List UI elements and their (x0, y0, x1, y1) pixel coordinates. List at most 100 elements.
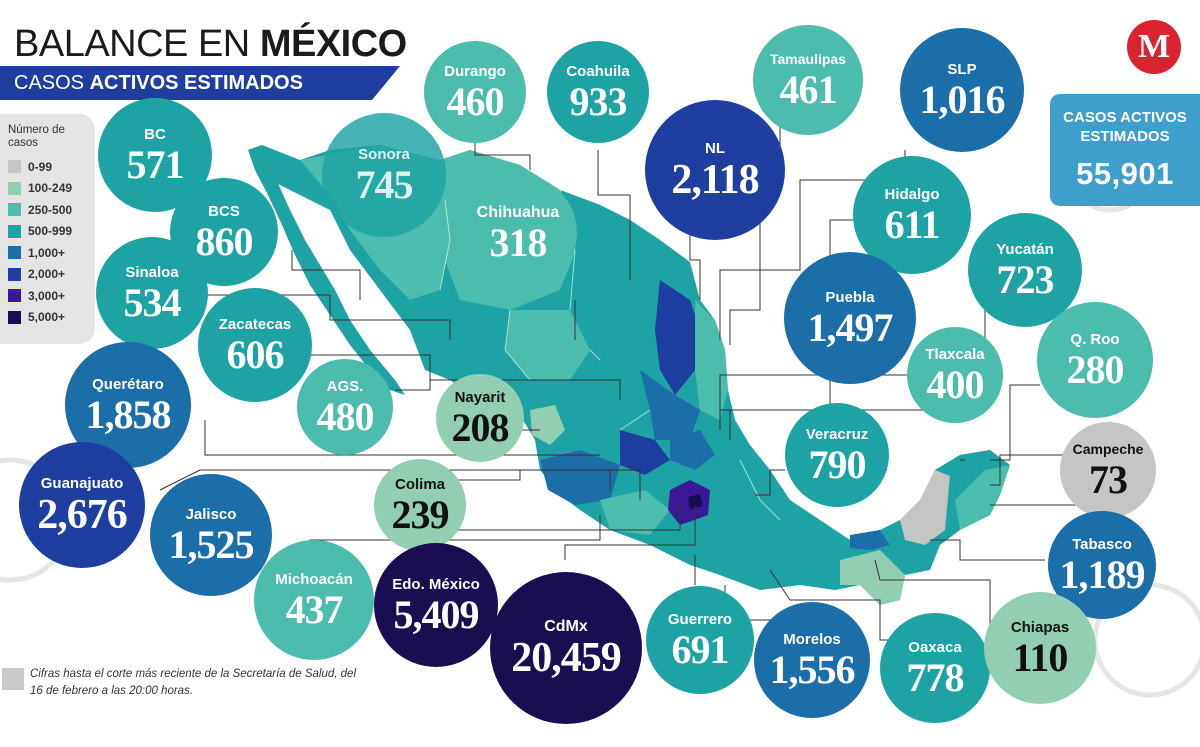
state-bubble: BCS 860 (170, 178, 278, 286)
region-chiapas (840, 550, 905, 605)
state-bubble: Chiapas 110 (984, 592, 1096, 704)
state-value: 1,016 (919, 76, 1006, 122)
state-bubble: Oaxaca 778 (880, 613, 990, 723)
state-bubble: CdMx 20,459 (490, 572, 642, 724)
state-name: Morelos (783, 630, 841, 648)
state-bubble: Puebla 1,497 (784, 252, 916, 384)
region-slp (640, 370, 700, 440)
legend-item: 1,000+ (8, 242, 91, 264)
state-bubble: Sinaloa 534 (96, 237, 208, 349)
legend-swatch (8, 181, 21, 195)
state-bubble: Edo. México 5,409 (374, 543, 498, 667)
legend-swatch (8, 246, 21, 260)
legend: Número de casos 0-99 100-249 250-500 500-99… (0, 114, 95, 344)
state-name: Sonora (358, 145, 410, 163)
region-tamaulipas (695, 300, 728, 420)
state-name: Colima (394, 475, 445, 493)
state-name: Yucatán (996, 240, 1054, 258)
footnote: Cifras hasta el corte más reciente de la… (30, 668, 357, 697)
milenio-logo-icon: M (1127, 20, 1181, 74)
state-value: 723 (996, 256, 1055, 302)
state-bubble: Sonora 745 (322, 113, 446, 237)
state-name: Tabasco (1072, 535, 1132, 553)
state-bubble: Guerrero 691 (646, 586, 754, 694)
state-value: 2,118 (671, 156, 759, 203)
state-value: 606 (226, 331, 285, 377)
legend-label: 0-99 (28, 159, 53, 174)
state-name: CdMx (544, 617, 588, 635)
state-value: 437 (285, 586, 344, 632)
state-value: 280 (1066, 346, 1125, 392)
state-bubble: Jalisco 1,525 (150, 474, 272, 596)
legend-swatch (8, 267, 21, 281)
legend-label: 3,000+ (28, 288, 66, 303)
state-value: 534 (123, 279, 182, 325)
page-title: BALANCE EN MÉXICO (14, 23, 407, 65)
legend-item: 250-500 (8, 199, 91, 221)
legend-label: 1,000+ (28, 245, 66, 260)
legend-item: 2,000+ (8, 264, 91, 286)
total-value: 55,901 (1076, 156, 1174, 191)
state-bubble: BC 571 (98, 98, 212, 212)
state-bubble: Morelos 1,556 (754, 602, 870, 718)
state-name: Michoacán (275, 570, 353, 588)
state-name: Tlaxcala (925, 345, 985, 363)
state-name: Veracruz (805, 425, 869, 443)
footnote-swatch (2, 668, 24, 690)
state-name: BCS (208, 202, 240, 220)
state-value: 1,858 (85, 391, 172, 437)
legend-item: 500-999 (8, 221, 91, 243)
state-value: 461 (779, 66, 838, 112)
state-name: Campeche (1072, 440, 1144, 457)
state-value: 745 (355, 161, 414, 207)
legend-label: 100-249 (28, 181, 73, 196)
state-bubble: Campeche 73 (1060, 422, 1156, 518)
region-guerrero (650, 530, 720, 575)
state-bubble: Colima 239 (374, 459, 466, 551)
state-bubble: Zacatecas 606 (198, 288, 312, 402)
legend-swatch (8, 310, 21, 324)
state-bubble: Durango 460 (424, 41, 526, 143)
state-name: Durango (444, 62, 506, 80)
state-bubble: Veracruz 790 (785, 403, 889, 507)
state-bubble: Tlaxcala 400 (907, 327, 1003, 423)
state-bubble: Michoacán 437 (254, 540, 374, 660)
legend-label: 250-500 (28, 202, 73, 217)
state-value: 318 (489, 219, 548, 265)
logo-letter: M (1137, 28, 1171, 65)
state-value: 1,189 (1059, 551, 1146, 597)
region-coahuila (560, 190, 660, 320)
state-value: 1,556 (769, 646, 856, 692)
state-name: SLP (947, 60, 977, 78)
state-bubble: NL 2,118 (645, 100, 785, 240)
subtitle-banner-tail (372, 66, 400, 100)
region-nuevo-leon (655, 280, 700, 395)
state-value: 2,676 (37, 491, 127, 538)
state-name: BC (144, 125, 166, 143)
state-bubble: AGS. 480 (297, 359, 393, 455)
state-name: Guerrero (667, 610, 733, 628)
state-value: 1,525 (168, 521, 255, 567)
subtitle-banner: CASOS ACTIVOS ESTIMADOS (0, 66, 372, 100)
legend-item: 5,000+ (8, 307, 91, 329)
state-value: 691 (671, 626, 730, 672)
region-nayarit (530, 405, 565, 445)
legend-item: 3,000+ (8, 285, 91, 307)
state-value: 208 (451, 404, 510, 450)
state-name: AGS. (326, 377, 364, 395)
state-name: Zacatecas (218, 315, 292, 333)
region-yucatan (935, 450, 990, 478)
region-cdmx (688, 494, 703, 509)
legend-label: 2,000+ (28, 267, 66, 282)
legend-item: 100-249 (8, 178, 91, 200)
legend-title: Número de casos (8, 124, 65, 149)
region-zacatecas (570, 360, 650, 430)
state-bubble: Guanajuato 2,676 (19, 442, 145, 568)
legend-swatch (8, 160, 21, 174)
state-bubble: Tamaulipas 461 (753, 25, 863, 135)
legend-swatch (8, 224, 21, 238)
state-value: 790 (808, 441, 867, 487)
region-guanajuato (620, 430, 670, 475)
state-name: Nayarit (454, 388, 506, 406)
region-qroo (955, 465, 1010, 530)
